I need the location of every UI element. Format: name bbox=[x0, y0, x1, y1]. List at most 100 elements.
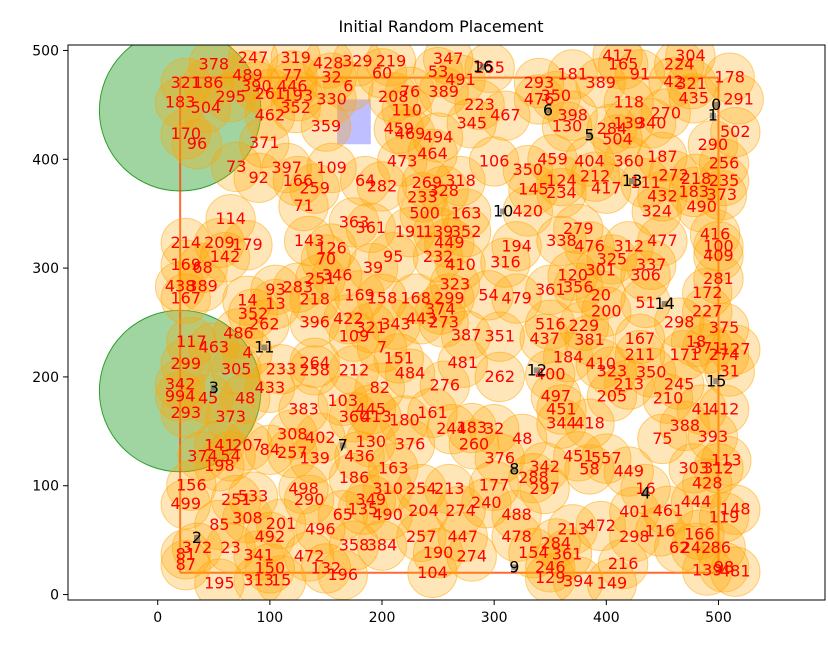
node-label: 417 bbox=[591, 179, 622, 198]
node-label: 389 bbox=[428, 82, 459, 101]
node-circle-229 bbox=[536, 384, 587, 435]
node-label: 462 bbox=[255, 106, 286, 125]
node-circle-317 bbox=[412, 528, 464, 579]
terminal-label: 2 bbox=[192, 528, 202, 547]
node-label: 244 bbox=[436, 419, 467, 438]
node-label: 42 bbox=[663, 72, 683, 91]
node-label: 165 bbox=[608, 55, 639, 74]
node-label: 269 bbox=[412, 173, 443, 192]
node-label: 329 bbox=[342, 51, 373, 70]
node-label: 360 bbox=[339, 407, 370, 426]
node-circle-127 bbox=[300, 234, 352, 285]
node-label: 183 bbox=[679, 182, 710, 201]
node-circle-121 bbox=[564, 221, 615, 272]
node-label: 212 bbox=[580, 167, 611, 186]
node-circle-186 bbox=[166, 316, 217, 368]
node-label: 234 bbox=[546, 183, 577, 202]
node-circle-338 bbox=[233, 555, 284, 600]
node-label: 187 bbox=[647, 147, 678, 166]
node-label: 308 bbox=[232, 508, 263, 527]
terminal-label: 9 bbox=[509, 557, 519, 576]
node-circle-320 bbox=[541, 529, 593, 580]
node-circle-337 bbox=[194, 558, 245, 600]
node-label: 110 bbox=[391, 100, 422, 119]
node-circle-4 bbox=[332, 45, 383, 87]
node-label: 229 bbox=[569, 316, 600, 335]
node-label: 371 bbox=[249, 133, 280, 152]
node-label: 163 bbox=[378, 458, 409, 477]
node-label: 313 bbox=[243, 570, 274, 589]
node-circle-238 bbox=[536, 398, 587, 449]
node-label: 305 bbox=[221, 359, 252, 378]
node-label: 6 bbox=[343, 76, 353, 95]
node-label: 178 bbox=[714, 68, 745, 87]
node-label: 184 bbox=[553, 347, 584, 366]
node-label: 491 bbox=[445, 70, 476, 89]
node-label: 374 bbox=[425, 299, 456, 318]
node-circle-0 bbox=[188, 45, 239, 90]
node-label: 91 bbox=[630, 64, 650, 83]
x-tick-label: 300 bbox=[481, 610, 508, 626]
node-label: 51 bbox=[635, 293, 655, 312]
node-label: 64 bbox=[355, 171, 375, 190]
node-label: 284 bbox=[541, 533, 572, 552]
node-label: 350 bbox=[636, 363, 667, 382]
node-label: 114 bbox=[215, 209, 246, 228]
node-circle-258 bbox=[334, 431, 385, 482]
node-circle-331 bbox=[407, 547, 458, 598]
node-circle-293 bbox=[710, 484, 761, 535]
terminal-marker bbox=[261, 344, 268, 351]
node-label: 449 bbox=[613, 462, 644, 481]
node-circle-244 bbox=[295, 412, 346, 464]
terminal-label: 15 bbox=[706, 371, 726, 390]
node-label: 183 bbox=[165, 93, 196, 112]
node-circle-82 bbox=[356, 161, 408, 212]
node-circle-114 bbox=[194, 217, 245, 269]
node-label: 436 bbox=[344, 446, 375, 465]
node-label: 251 bbox=[305, 269, 336, 288]
node-label: 227 bbox=[692, 302, 723, 321]
node-label: 13 bbox=[265, 294, 285, 313]
node-label: 255 bbox=[474, 58, 505, 77]
node-circle-151 bbox=[160, 273, 211, 324]
node-circle-93 bbox=[581, 163, 632, 214]
node-circle-198 bbox=[575, 338, 626, 390]
node-label: 119 bbox=[709, 507, 740, 526]
node-label: 417 bbox=[602, 46, 633, 65]
node-label: 363 bbox=[339, 212, 370, 231]
node-label: 373 bbox=[707, 185, 738, 204]
terminal-marker bbox=[511, 564, 518, 571]
node-circle-100 bbox=[676, 181, 727, 233]
node-label: 219 bbox=[376, 51, 407, 70]
node-label: 299 bbox=[434, 289, 465, 308]
node-label: 298 bbox=[664, 313, 695, 332]
node-label: 264 bbox=[299, 353, 330, 372]
node-label: 39 bbox=[363, 258, 383, 277]
node-label: 330 bbox=[316, 89, 347, 108]
node-label: 100 bbox=[703, 236, 734, 255]
node-label: 494 bbox=[423, 128, 454, 147]
node-circle-231 bbox=[676, 384, 727, 435]
node-label: 126 bbox=[316, 239, 347, 258]
node-label: 409 bbox=[703, 246, 734, 265]
node-circle-169 bbox=[396, 294, 447, 345]
node-label: 428 bbox=[313, 54, 344, 73]
node-label: 393 bbox=[698, 427, 729, 446]
node-label: 342 bbox=[529, 457, 560, 476]
node-circle-254 bbox=[581, 433, 632, 484]
node-label: 451 bbox=[563, 446, 594, 465]
node-circle-168 bbox=[323, 294, 374, 345]
node-label: 149 bbox=[597, 574, 628, 593]
node-label: 446 bbox=[277, 76, 308, 95]
node-circle-314 bbox=[654, 522, 705, 573]
node-label: 73 bbox=[226, 157, 246, 176]
node-label: 31 bbox=[719, 361, 739, 380]
node-label: 344 bbox=[546, 414, 577, 433]
node-label: 463 bbox=[199, 338, 230, 357]
node-circle-130 bbox=[480, 237, 531, 288]
node-label: 71 bbox=[293, 196, 313, 215]
node-label: 85 bbox=[209, 515, 229, 534]
node-label: 190 bbox=[423, 543, 454, 562]
node-label: 106 bbox=[479, 151, 510, 170]
terminal-label: 11 bbox=[254, 338, 274, 357]
